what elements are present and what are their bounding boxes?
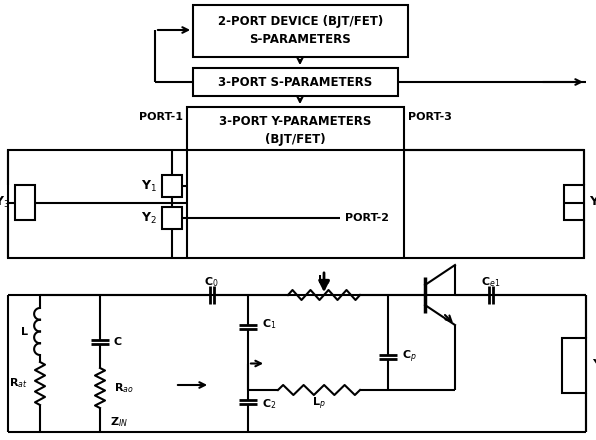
Text: Y$_3$: Y$_3$ [0,195,10,210]
Text: L: L [21,326,28,337]
Bar [193,5,408,57]
Text: PORT-2: PORT-2 [345,213,389,223]
Text: C$_p$: C$_p$ [402,348,417,365]
Text: 3-PORT Y-PARAMETERS: 3-PORT Y-PARAMETERS [219,114,372,128]
Text: Y$_1$: Y$_1$ [141,179,157,194]
Text: PORT-1: PORT-1 [139,112,183,122]
Text: R$_{at}$: R$_{at}$ [10,377,28,390]
Bar [8,150,584,258]
Text: (BJT/FET): (BJT/FET) [265,132,326,146]
Bar [193,68,398,96]
Text: R$_{ao}$: R$_{ao}$ [114,381,134,395]
Text: L$_p$: L$_p$ [312,396,326,412]
Text: S-PARAMETERS: S-PARAMETERS [250,33,352,45]
Text: 2-PORT DEVICE (BJT/FET): 2-PORT DEVICE (BJT/FET) [218,15,383,27]
Text: Y$_L$: Y$_L$ [589,195,596,210]
Text: C$_{e1}$: C$_{e1}$ [482,275,501,289]
Bar [162,175,182,197]
Bar [562,338,586,393]
Text: PORT-3: PORT-3 [408,112,452,122]
Text: C$_1$: C$_1$ [262,318,277,331]
Text: C: C [114,337,122,347]
Bar [15,185,35,220]
Bar [564,185,584,220]
Bar [162,207,182,229]
Text: Z$_{IN}$: Z$_{IN}$ [110,415,128,429]
Text: Y$_L$: Y$_L$ [592,358,596,373]
Text: L$_p$: L$_p$ [317,274,331,290]
Text: C$_0$: C$_0$ [204,275,219,289]
Text: 3-PORT S-PARAMETERS: 3-PORT S-PARAMETERS [218,76,372,88]
Bar [187,107,404,155]
Text: Y$_2$: Y$_2$ [141,210,157,226]
Text: C$_2$: C$_2$ [262,397,277,411]
